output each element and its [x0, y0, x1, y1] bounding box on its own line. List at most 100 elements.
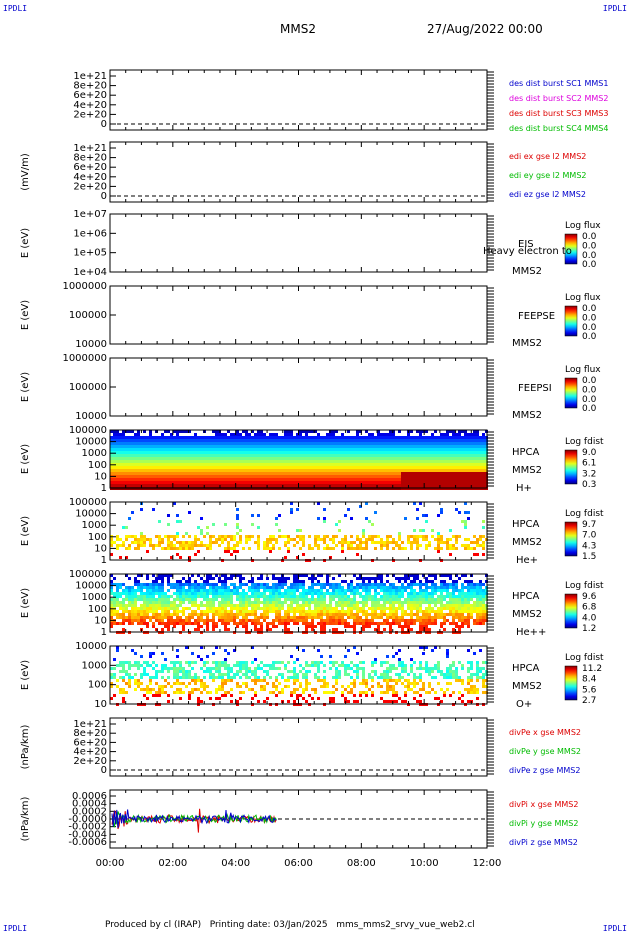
heatmap-cell [317, 595, 320, 598]
heatmap-cell [299, 547, 302, 550]
heatmap-cell [428, 436, 431, 439]
heatmap-cell [218, 613, 221, 616]
heatmap-cell [236, 589, 239, 592]
heatmap-cell [191, 454, 194, 457]
heatmap-cell [323, 607, 326, 610]
heatmap-cell [278, 592, 281, 595]
heatmap-cell [260, 592, 263, 595]
heatmap-cell [365, 592, 368, 595]
heatmap-cell [284, 625, 287, 628]
heatmap-cell [122, 445, 125, 448]
heatmap-cell [344, 604, 347, 607]
heatmap-cell [377, 466, 380, 469]
heatmap-cell [356, 442, 359, 445]
heatmap-cell [263, 616, 266, 619]
heatmap-cell [332, 442, 335, 445]
heatmap-cell [203, 439, 206, 442]
heatmap-cell [398, 448, 401, 451]
heatmap-cell [269, 538, 272, 541]
heatmap-cell [197, 454, 200, 457]
heatmap-cell [221, 436, 224, 439]
heatmap-cell [368, 583, 371, 586]
heatmap-cell [374, 577, 377, 580]
y-tick-label: 1e+21 [73, 143, 107, 154]
heatmap-cell [233, 586, 236, 589]
heatmap-cell [473, 454, 476, 457]
heatmap-cell [419, 439, 422, 442]
heatmap-cell [383, 439, 386, 442]
heatmap-cell [200, 484, 203, 487]
heatmap-cell [302, 451, 305, 454]
heatmap-cell [251, 454, 254, 457]
heatmap-cell [293, 481, 296, 484]
heatmap-cell [143, 544, 146, 547]
heatmap-cell [170, 604, 173, 607]
heatmap-cell [215, 460, 218, 463]
heatmap-cell [374, 448, 377, 451]
heatmap-cell [413, 583, 416, 586]
heatmap-cell [266, 481, 269, 484]
heatmap-cell [332, 616, 335, 619]
heatmap-cell [341, 454, 344, 457]
heatmap-cell [182, 484, 185, 487]
heatmap-cell [128, 463, 131, 466]
heatmap-cell [233, 472, 236, 475]
heatmap-cell [119, 595, 122, 598]
heatmap-cell [143, 463, 146, 466]
heatmap-cell [440, 445, 443, 448]
heatmap-cell [392, 574, 395, 577]
heatmap-cell [245, 430, 248, 433]
heatmap-cell [350, 598, 353, 601]
heatmap-cell [398, 439, 401, 442]
heatmap-cell [389, 439, 392, 442]
heatmap-cell [320, 592, 323, 595]
heatmap-cell [431, 472, 434, 475]
heatmap-cell [302, 619, 305, 622]
heatmap-cell [113, 583, 116, 586]
heatmap-cell [236, 544, 239, 547]
heatmap-cell [254, 541, 257, 544]
heatmap-cell [377, 628, 380, 631]
heatmap-cell [137, 436, 140, 439]
colorbar-tick-label: 0.0 [582, 313, 597, 323]
y-tick-label: 10 [94, 471, 107, 482]
heatmap-cell [251, 466, 254, 469]
heatmap-cell [239, 472, 242, 475]
heatmap-cell [371, 481, 374, 484]
heatmap-cell [149, 544, 152, 547]
heatmap-cell [185, 466, 188, 469]
heatmap-cell [149, 463, 152, 466]
heatmap-cell [119, 466, 122, 469]
heatmap-cell [329, 607, 332, 610]
heatmap-cell [473, 442, 476, 445]
heatmap-cell [425, 442, 428, 445]
heatmap-cell [416, 436, 419, 439]
heatmap-cell [407, 433, 410, 436]
heatmap-cell [254, 583, 257, 586]
heatmap-cell [458, 478, 461, 481]
heatmap-cell [314, 460, 317, 463]
heatmap-cell [227, 595, 230, 598]
heatmap-cell [452, 544, 455, 547]
heatmap-cell [251, 580, 254, 583]
heatmap-cell [476, 481, 479, 484]
heatmap-cell [383, 463, 386, 466]
heatmap-cell [290, 454, 293, 457]
heatmap-cell [278, 472, 281, 475]
heatmap-cell [389, 610, 392, 613]
heatmap-cell [335, 619, 338, 622]
heatmap-cell [455, 547, 458, 550]
heatmap-cell [365, 577, 368, 580]
heatmap-cell [380, 463, 383, 466]
heatmap-cell [251, 484, 254, 487]
heatmap-cell [311, 619, 314, 622]
heatmap-cell [137, 595, 140, 598]
heatmap-cell [347, 508, 350, 511]
heatmap-cell [323, 481, 326, 484]
heatmap-cell [464, 454, 467, 457]
heatmap-cell [212, 442, 215, 445]
heatmap-cell [365, 502, 368, 505]
heatmap-cell [221, 592, 224, 595]
heatmap-cell [410, 622, 413, 625]
heatmap-cell [152, 598, 155, 601]
